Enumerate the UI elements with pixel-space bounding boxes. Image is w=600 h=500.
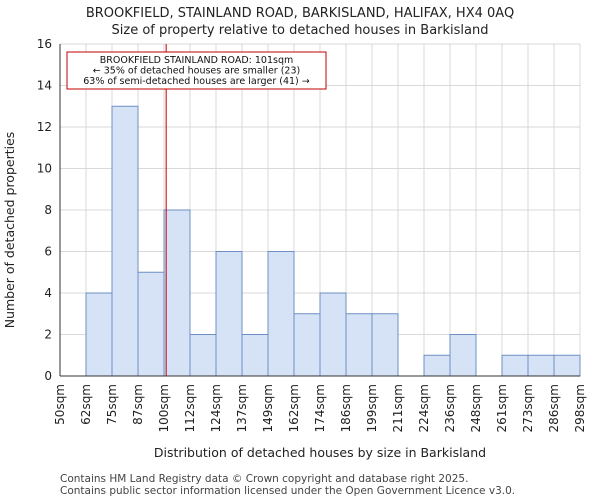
x-tick-label: 112sqm: [183, 384, 197, 432]
y-tick-label: 8: [44, 203, 52, 217]
annotation-box: BROOKFIELD STAINLAND ROAD: 101sqm ← 35% …: [66, 51, 327, 90]
x-tick-label: 236sqm: [443, 384, 457, 432]
x-tick-label: 149sqm: [261, 384, 275, 432]
bar-224sqm: [423, 354, 451, 377]
bar-137sqm: [241, 334, 269, 377]
y-tick-label: 6: [44, 245, 52, 259]
y-tick-label: 10: [37, 162, 52, 176]
bar-199sqm: [371, 313, 399, 377]
x-tick-labels: 50sqm 62sqm 75sqm 87sqm 100sqm 112sqm 124sqm 13…: [53, 384, 587, 432]
x-axis-label: Distribution of detached houses by size …: [154, 445, 486, 460]
x-tick-label: 273sqm: [521, 384, 535, 432]
bars: [85, 105, 581, 377]
x-tick-label: 174sqm: [313, 384, 327, 432]
bar-124sqm: [215, 251, 243, 377]
y-axis-label: Number of detached properties: [2, 132, 17, 329]
x-tick-label: 124sqm: [209, 384, 223, 432]
y-tick-label: 14: [37, 79, 52, 93]
bar-186sqm: [345, 313, 373, 377]
bar-286sqm: [553, 354, 581, 377]
bar-261sqm: [501, 354, 529, 377]
bar-87sqm: [137, 271, 165, 377]
bar-149sqm: [267, 251, 295, 377]
x-tick-label: 75sqm: [105, 384, 119, 425]
x-tick-label: 286sqm: [547, 384, 561, 432]
annotation-line-3: 63% of semi-detached houses are larger (…: [83, 76, 310, 87]
chart-title: BROOKFIELD, STAINLAND ROAD, BARKISLAND, …: [86, 6, 514, 21]
y-tick-label: 16: [37, 37, 52, 51]
bar-273sqm: [527, 354, 555, 377]
bar-100sqm: [163, 209, 191, 377]
y-tick-label: 2: [44, 328, 52, 342]
y-tick-labels: 0 2 4 6 8 10 12 14 16: [37, 37, 52, 383]
x-tick-label: 162sqm: [287, 384, 301, 432]
y-tick-label: 12: [37, 120, 52, 134]
y-tick-label: 0: [44, 369, 52, 383]
x-tick-label: 298sqm: [573, 384, 587, 432]
annotation-line-2: ← 35% of detached houses are smaller (23…: [93, 66, 300, 77]
chart-subtitle: Size of property relative to detached ho…: [112, 23, 489, 38]
x-tick-label: 186sqm: [339, 384, 353, 432]
x-tick-label: 211sqm: [391, 384, 405, 432]
footer-line-2: Contains public sector information licen…: [60, 485, 515, 497]
x-tick-label: 248sqm: [469, 384, 483, 432]
axes: [59, 44, 580, 377]
x-tick-label: 50sqm: [53, 384, 67, 425]
bar-174sqm: [319, 292, 347, 377]
bar-236sqm: [449, 334, 477, 377]
x-tick-label: 62sqm: [79, 384, 93, 425]
x-tick-label: 87sqm: [131, 384, 145, 425]
bar-112sqm: [189, 334, 217, 377]
bar-75sqm: [111, 105, 139, 377]
annotation-line-1: BROOKFIELD STAINLAND ROAD: 101sqm: [100, 55, 293, 66]
x-tick-label: 137sqm: [235, 384, 249, 432]
x-tick-label: 224sqm: [417, 384, 431, 432]
y-tick-label: 4: [44, 286, 52, 300]
footer-line-1: Contains HM Land Registry data © Crown c…: [60, 473, 468, 485]
x-tick-label: 261sqm: [495, 384, 509, 432]
x-tick-label: 199sqm: [365, 384, 379, 432]
x-tick-label: 100sqm: [157, 384, 171, 432]
bar-62sqm: [85, 292, 113, 377]
annotation-border: [66, 51, 327, 90]
bar-162sqm: [293, 313, 321, 377]
